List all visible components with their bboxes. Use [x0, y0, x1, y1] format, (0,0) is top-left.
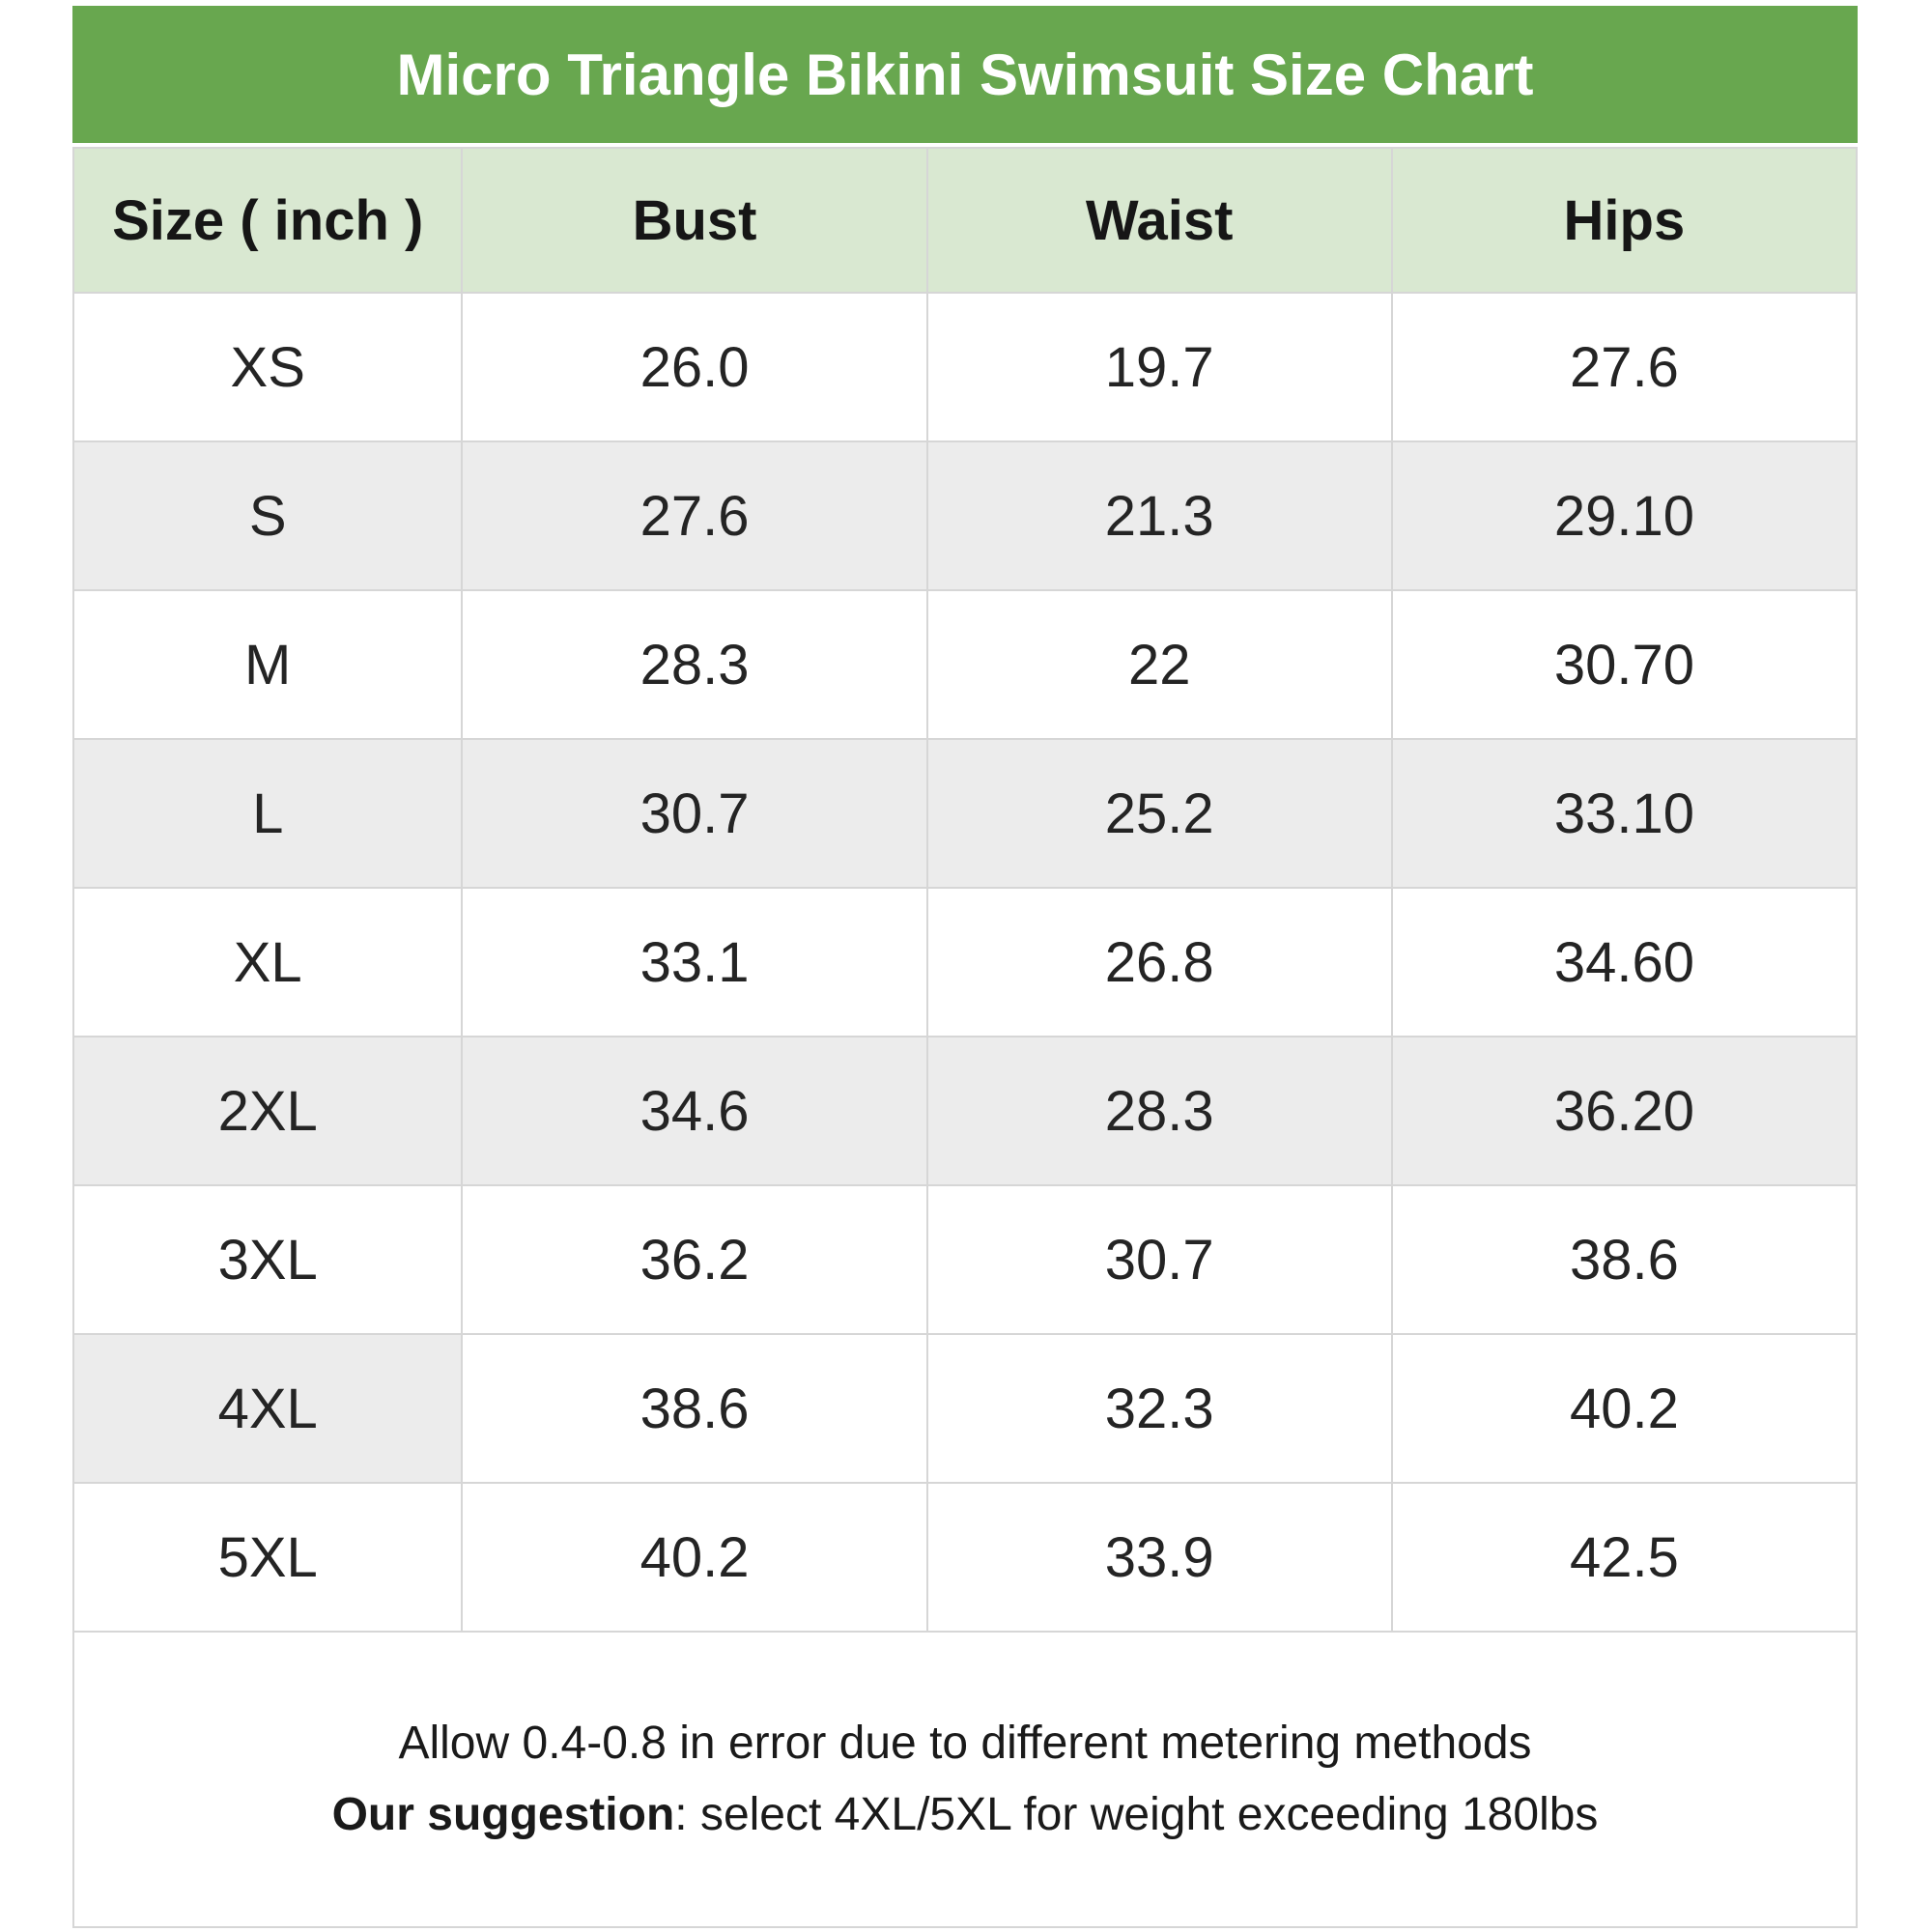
- notes-section: Allow 0.4-0.8 in error due to different …: [72, 1633, 1858, 1928]
- size-cell: S: [71, 440, 464, 591]
- hips-cell: 36.20: [1390, 1036, 1859, 1186]
- bust-cell: 40.2: [461, 1482, 928, 1633]
- bust-cell: 38.6: [461, 1333, 928, 1484]
- waist-cell: 26.8: [925, 887, 1393, 1037]
- table-row-4xl: 4XL 38.6 32.3 40.2: [71, 1333, 1859, 1484]
- note-error-allowance: Allow 0.4-0.8 in error due to different …: [398, 1718, 1532, 1769]
- size-cell: L: [71, 738, 464, 889]
- size-cell: 4XL: [71, 1333, 464, 1484]
- waist-cell: 21.3: [925, 440, 1393, 591]
- waist-cell: 33.9: [925, 1482, 1393, 1633]
- size-cell: XS: [71, 292, 464, 442]
- bust-cell: 34.6: [461, 1036, 928, 1186]
- column-header-size: Size ( inch ): [71, 147, 464, 294]
- column-header-waist: Waist: [925, 147, 1393, 294]
- waist-cell: 22: [925, 589, 1393, 740]
- waist-cell: 25.2: [925, 738, 1393, 889]
- table-row-5xl: 5XL 40.2 33.9 42.5: [71, 1482, 1859, 1633]
- table-header-row: Size ( inch ) Bust Waist Hips: [71, 147, 1859, 294]
- hips-cell: 34.60: [1390, 887, 1859, 1037]
- table-row-2xl: 2XL 34.6 28.3 36.20: [71, 1036, 1859, 1186]
- size-table: Size ( inch ) Bust Waist Hips XS 26.0 19…: [71, 147, 1859, 1633]
- table-row-m: M 28.3 22 30.70: [71, 589, 1859, 740]
- table-row-xs: XS 26.0 19.7 27.6: [71, 292, 1859, 442]
- note-suggestion: Our suggestion: select 4XL/5XL for weigh…: [332, 1786, 1599, 1844]
- bust-cell: 33.1: [461, 887, 928, 1037]
- bust-cell: 36.2: [461, 1184, 928, 1335]
- table-row-s: S 27.6 21.3 29.10: [71, 440, 1859, 591]
- size-cell: XL: [71, 887, 464, 1037]
- size-cell: M: [71, 589, 464, 740]
- waist-cell: 28.3: [925, 1036, 1393, 1186]
- waist-cell: 30.7: [925, 1184, 1393, 1335]
- table-row-xl: XL 33.1 26.8 34.60: [71, 887, 1859, 1037]
- hips-cell: 30.70: [1390, 589, 1859, 740]
- bust-cell: 27.6: [461, 440, 928, 591]
- hips-cell: 42.5: [1390, 1482, 1859, 1633]
- size-cell: 3XL: [71, 1184, 464, 1335]
- hips-cell: 40.2: [1390, 1333, 1859, 1484]
- hips-cell: 33.10: [1390, 738, 1859, 889]
- hips-cell: 29.10: [1390, 440, 1859, 591]
- hips-cell: 38.6: [1390, 1184, 1859, 1335]
- size-cell: 2XL: [71, 1036, 464, 1186]
- waist-cell: 19.7: [925, 292, 1393, 442]
- column-header-bust: Bust: [461, 147, 928, 294]
- table-row-3xl: 3XL 36.2 30.7 38.6: [71, 1184, 1859, 1335]
- hips-cell: 27.6: [1390, 292, 1859, 442]
- bust-cell: 28.3: [461, 589, 928, 740]
- size-chart: Micro Triangle Bikini Swimsuit Size Char…: [71, 6, 1859, 1928]
- chart-title-bar: Micro Triangle Bikini Swimsuit Size Char…: [72, 6, 1858, 143]
- waist-cell: 32.3: [925, 1333, 1393, 1484]
- table-row-l: L 30.7 25.2 33.10: [71, 738, 1859, 889]
- note-suggestion-text: : select 4XL/5XL for weight exceeding 18…: [674, 1789, 1599, 1840]
- note-suggestion-label: Our suggestion: [331, 1789, 675, 1840]
- bust-cell: 26.0: [461, 292, 928, 442]
- chart-title: Micro Triangle Bikini Swimsuit Size Char…: [396, 42, 1534, 107]
- size-cell: 5XL: [71, 1482, 464, 1633]
- column-header-hips: Hips: [1390, 147, 1859, 294]
- bust-cell: 30.7: [461, 738, 928, 889]
